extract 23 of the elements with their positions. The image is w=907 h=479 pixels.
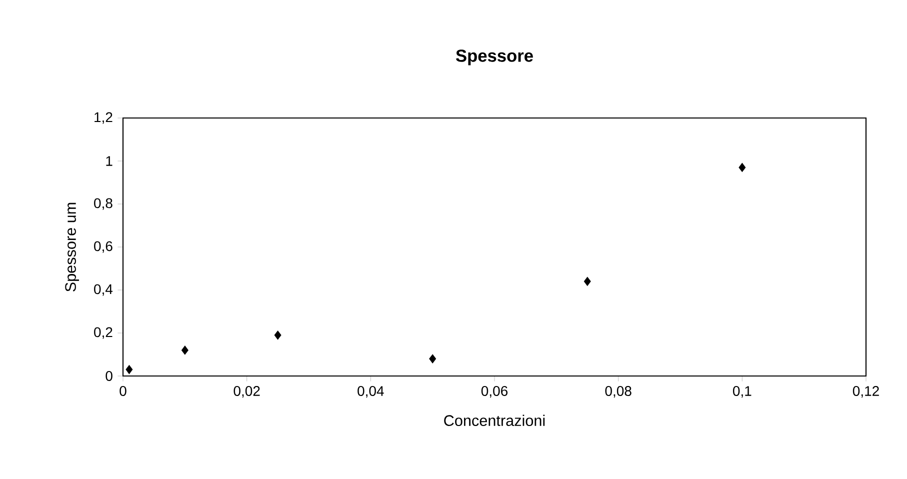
- x-tick-label: 0,06: [481, 386, 508, 398]
- x-tick-label: 0,02: [234, 386, 260, 398]
- x-tick-label: 0,12: [852, 386, 879, 398]
- point: [738, 162, 746, 172]
- y-tick-label: 0,8: [94, 198, 112, 210]
- y-tick-label: 0,4: [94, 284, 113, 296]
- point: [181, 346, 188, 355]
- y-tick-label: 1: [106, 156, 112, 166]
- y-tick-label: 0,2: [94, 327, 112, 339]
- point: [126, 365, 133, 374]
- x-tick-label: 0,1: [732, 386, 752, 398]
- x-tick-label: 0,08: [605, 386, 632, 398]
- chart-title: Spessore: [456, 50, 533, 66]
- point: [429, 354, 436, 364]
- y-axis-title: Spessore um: [65, 202, 80, 292]
- y-tick-label: 0: [106, 371, 112, 381]
- x-axis-title: Concentrazioni: [444, 414, 545, 426]
- y-tick-label: 0,6: [94, 241, 112, 253]
- point: [274, 330, 282, 340]
- y-tick-label: 1,2: [94, 112, 112, 124]
- x-tick-label: 0: [120, 386, 126, 396]
- x-tick-label: 0,04: [358, 386, 384, 398]
- point: [584, 276, 591, 286]
